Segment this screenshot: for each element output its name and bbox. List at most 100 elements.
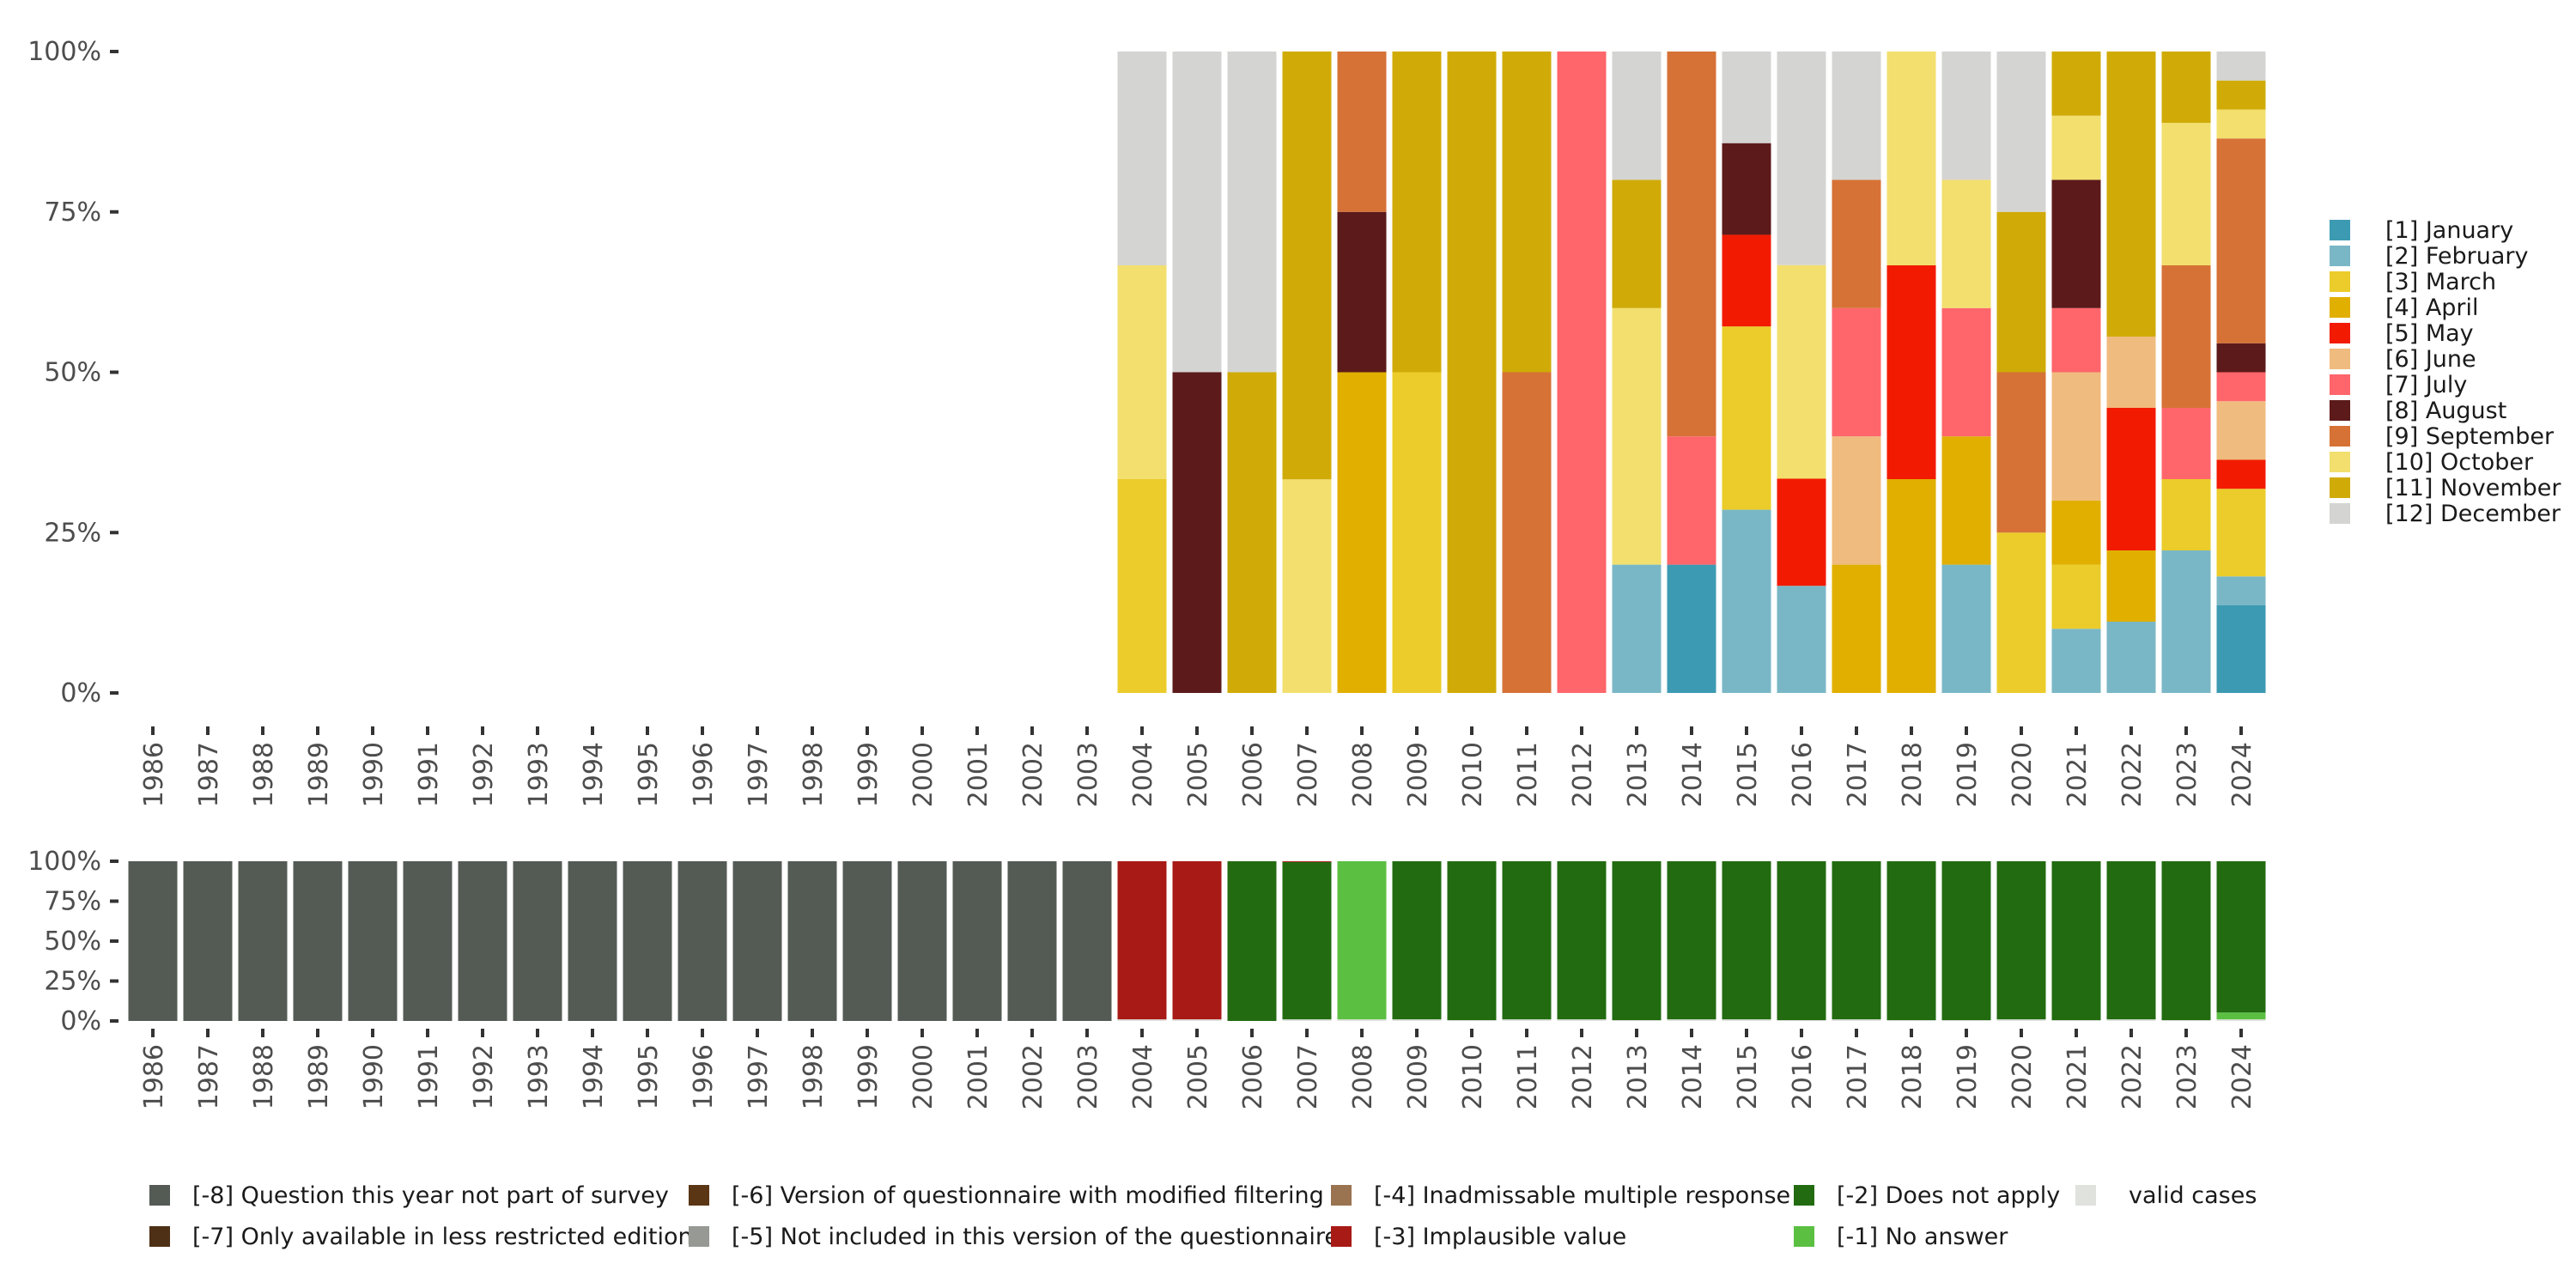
legend-key — [2330, 246, 2350, 266]
x-tick-label-1996: 1996 — [689, 1044, 719, 1109]
bar-segment-2019-2-february — [1941, 564, 1991, 693]
bar-segment-2011-valid-cases — [1502, 1019, 1552, 1021]
bar-segment-2024-1-no-answer — [2216, 1012, 2266, 1020]
x-tick-label-2008: 2008 — [1348, 1044, 1378, 1109]
x-tick-label-1988: 1988 — [249, 1044, 279, 1109]
legend-key — [2330, 426, 2350, 447]
x-tick-label-2012: 2012 — [1568, 1044, 1598, 1109]
y-tick-label: 100% — [27, 847, 101, 877]
bar-segment-1995-8-question-this-year-not-part-of-survey — [623, 861, 672, 1021]
x-tick-label-2016: 2016 — [1788, 1044, 1818, 1109]
bar-segment-2018-2-does-not-apply — [1886, 861, 1936, 1021]
bar-segment-2004-10-october — [1117, 265, 1167, 479]
legend-label: [3] March — [2385, 269, 2496, 295]
x-tick-label-1987: 1987 — [194, 742, 224, 807]
bar-segment-2021-8-august — [2051, 179, 2101, 308]
legend-item-8-question-this-year-not-part-of-survey: [-8] Question this year not part of surv… — [149, 1182, 669, 1209]
legend-item-4-inadmissable-multiple-response: [-4] Inadmissable multiple response — [1331, 1182, 1790, 1209]
bar-segment-2013-valid-cases — [1612, 1020, 1662, 1021]
x-tick-label-1989: 1989 — [304, 1044, 334, 1109]
x-tick-label-2022: 2022 — [2117, 742, 2148, 807]
bar-segment-2021-7-july — [2051, 307, 2101, 373]
bar-segment-2005-12-december — [1172, 52, 1222, 373]
legend-label: valid cases — [2129, 1182, 2257, 1209]
bar-segment-1997-8-question-this-year-not-part-of-survey — [732, 861, 782, 1021]
bar-segment-2017-12-december — [1832, 52, 1881, 180]
bar-segment-1999-8-question-this-year-not-part-of-survey — [842, 861, 892, 1021]
bar-segment-2017-valid-cases — [1832, 1019, 1881, 1021]
x-tick-label-1991: 1991 — [414, 742, 444, 807]
bar-segment-1994-8-question-this-year-not-part-of-survey — [568, 861, 617, 1021]
x-tick-label-1987: 1987 — [194, 1044, 224, 1109]
legend-label: [12] December — [2385, 501, 2561, 527]
x-tick-label-2017: 2017 — [1843, 742, 1873, 807]
legend-key — [2330, 220, 2350, 240]
legend-label: [1] January — [2385, 217, 2513, 244]
x-tick-label-2004: 2004 — [1128, 742, 1158, 807]
bar-segment-2020-2-does-not-apply — [1996, 861, 2046, 1020]
legend-label: [5] May — [2385, 320, 2474, 347]
bar-segment-2018-4-april — [1886, 479, 1936, 693]
bar-segment-2024-3-march — [2216, 489, 2266, 577]
y-tick-label: 25% — [44, 967, 101, 997]
bar-segment-2014-2-does-not-apply — [1667, 861, 1716, 1020]
x-tick-label-1988: 1988 — [249, 742, 279, 807]
x-tick-label-1996: 1996 — [689, 742, 719, 807]
x-tick-label-2007: 2007 — [1293, 742, 1323, 807]
legend-key — [2330, 374, 2350, 395]
legend-item-3-march: [3] March — [2330, 269, 2496, 295]
bar-segment-2021-11-november — [2051, 52, 2101, 116]
y-tick-label: 0% — [60, 678, 101, 708]
bar-segment-2004-3-implausible-value — [1117, 861, 1167, 1020]
legend-key — [2330, 400, 2350, 421]
x-tick-label-2002: 2002 — [1018, 1044, 1048, 1109]
bar-segment-2014-1-january — [1667, 564, 1716, 693]
bar-segment-2022-2-does-not-apply — [2106, 861, 2156, 1020]
bar-segment-2017-4-april — [1832, 564, 1881, 693]
x-tick-label-2019: 2019 — [1953, 742, 1983, 807]
legend-label: [6] June — [2385, 346, 2476, 373]
x-tick-label-2015: 2015 — [1733, 742, 1763, 807]
bar-segment-2006-11-november — [1227, 372, 1277, 693]
x-tick-label-2014: 2014 — [1678, 1044, 1708, 1109]
x-tick-label-2019: 2019 — [1953, 1044, 1983, 1109]
bar-segment-2013-12-december — [1612, 52, 1662, 180]
x-tick-label-2003: 2003 — [1073, 742, 1103, 807]
bar-segment-2015-3-march — [1722, 326, 1771, 510]
bar-segment-2008-9-september — [1337, 52, 1387, 212]
bar-segment-2024-5-may — [2216, 459, 2266, 489]
legend-label: [10] October — [2385, 449, 2534, 476]
bar-segment-2009-2-does-not-apply — [1392, 861, 1442, 1020]
x-tick-label-2021: 2021 — [2063, 742, 2093, 807]
x-tick-label-2013: 2013 — [1623, 742, 1653, 807]
bar-segment-2003-8-question-this-year-not-part-of-survey — [1062, 861, 1112, 1021]
bar-segment-2021-3-march — [2051, 564, 2101, 629]
y-tick-label: 100% — [27, 37, 101, 67]
bar-segment-2024-11-november — [2216, 80, 2266, 110]
bar-segment-2024-6-june — [2216, 401, 2266, 460]
x-tick-label-2011: 2011 — [1513, 1044, 1543, 1109]
bar-segment-2013-2-does-not-apply — [1612, 861, 1662, 1021]
y-tick-label: 50% — [44, 358, 101, 388]
x-tick-label-2000: 2000 — [908, 742, 939, 807]
legend-label: [-2] Does not apply — [1837, 1182, 2060, 1209]
x-tick-label-2007: 2007 — [1293, 1044, 1323, 1109]
bar-segment-2016-12-december — [1777, 52, 1826, 265]
legend-key — [149, 1226, 170, 1247]
bar-segment-2021-10-october — [2051, 115, 2101, 180]
bar-segment-2022-5-may — [2106, 408, 2156, 550]
x-tick-label-1992: 1992 — [469, 1044, 499, 1109]
y-tick-label: 50% — [44, 927, 101, 957]
bar-segment-2016-10-october — [1777, 264, 1826, 479]
bar-segment-2012-2-does-not-apply — [1557, 861, 1607, 1020]
bar-segment-2017-6-june — [1832, 436, 1881, 565]
legend-key — [2330, 503, 2350, 524]
bar-segment-2023-3-march — [2161, 479, 2211, 550]
bar-segment-1992-8-question-this-year-not-part-of-survey — [458, 861, 507, 1021]
bar-segment-1996-8-question-this-year-not-part-of-survey — [677, 861, 727, 1021]
legend-item-7-july: [7] July — [2330, 372, 2467, 398]
missing-values-chart: 0% 25% 50% 75% 100% 1986 1987 1988 1989 1990 1991… — [27, 847, 2266, 1250]
legend-item-9-september: [9] September — [2330, 423, 2555, 450]
bar-segment-2020-12-december — [1996, 52, 2046, 212]
bar-segment-2014-valid-cases — [1667, 1019, 1716, 1021]
